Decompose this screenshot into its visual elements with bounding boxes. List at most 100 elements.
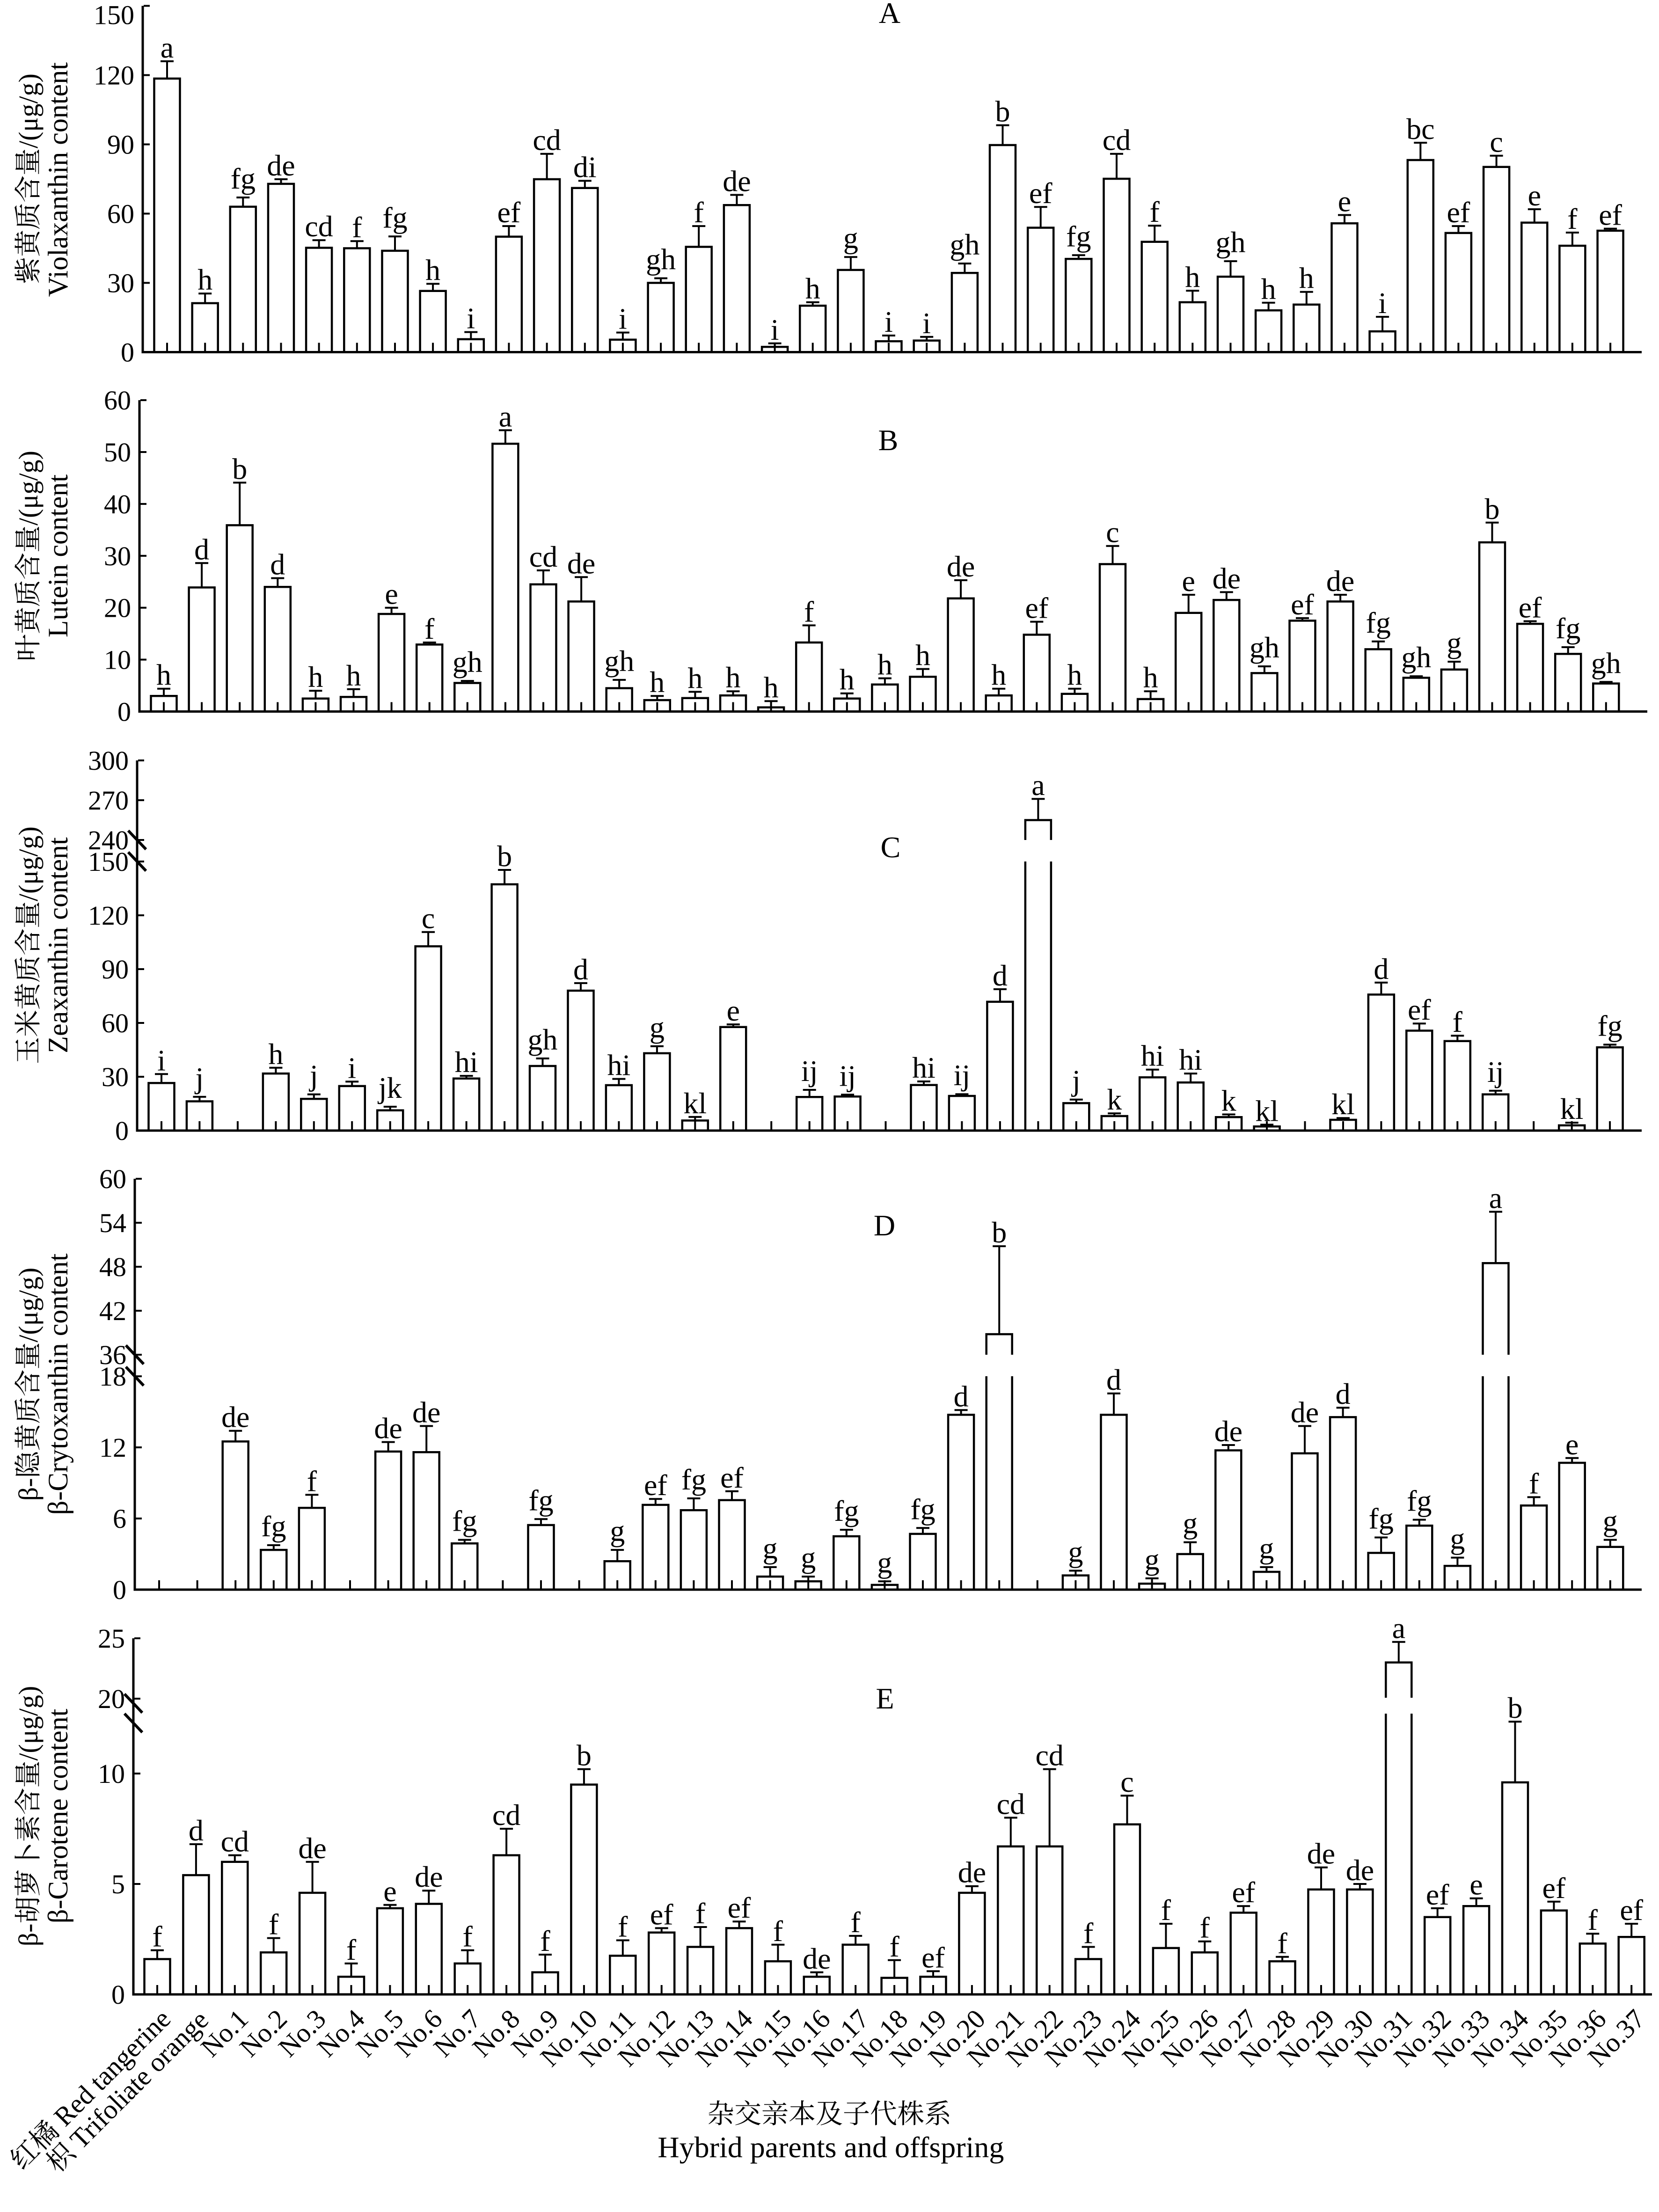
svg-text:f: f bbox=[1588, 1903, 1598, 1936]
svg-text:gh: gh bbox=[453, 645, 482, 679]
svg-text:g: g bbox=[1259, 1532, 1274, 1565]
svg-text:10: 10 bbox=[104, 645, 131, 675]
svg-text:fg: fg bbox=[452, 1504, 477, 1538]
svg-text:c: c bbox=[1490, 125, 1503, 159]
svg-text:de: de bbox=[267, 149, 295, 182]
svg-text:kl: kl bbox=[683, 1087, 707, 1120]
svg-text:e: e bbox=[1565, 1428, 1579, 1461]
svg-text:f: f bbox=[1200, 1911, 1210, 1944]
svg-text:h: h bbox=[877, 648, 892, 681]
svg-text:i: i bbox=[884, 305, 893, 338]
svg-text:0: 0 bbox=[111, 1979, 125, 2010]
svg-text:e: e bbox=[383, 1875, 396, 1908]
svg-text:60: 60 bbox=[102, 1008, 129, 1038]
svg-text:ef: ef bbox=[1291, 588, 1314, 621]
svg-text:cd: cd bbox=[305, 210, 333, 243]
svg-text:di: di bbox=[573, 150, 597, 183]
svg-text:5: 5 bbox=[111, 1869, 125, 1899]
svg-text:fg: fg bbox=[834, 1494, 859, 1527]
svg-text:gh: gh bbox=[950, 228, 979, 261]
svg-text:f: f bbox=[346, 1933, 357, 1966]
svg-text:h: h bbox=[268, 1037, 283, 1071]
svg-text:h: h bbox=[1185, 260, 1200, 293]
svg-text:de: de bbox=[723, 165, 751, 198]
svg-text:ef: ef bbox=[1232, 1876, 1255, 1909]
svg-text:d: d bbox=[1336, 1377, 1351, 1410]
svg-text:b: b bbox=[232, 452, 247, 485]
svg-text:de: de bbox=[1214, 1415, 1242, 1448]
svg-text:20: 20 bbox=[104, 593, 131, 623]
svg-text:fg: fg bbox=[382, 201, 407, 234]
svg-text:cd: cd bbox=[533, 124, 561, 157]
svg-text:18: 18 bbox=[99, 1361, 126, 1392]
svg-text:hi: hi bbox=[455, 1045, 478, 1079]
svg-text:de: de bbox=[958, 1856, 986, 1889]
svg-text:f: f bbox=[889, 1930, 899, 1963]
svg-text:de: de bbox=[947, 550, 975, 583]
svg-text:i: i bbox=[771, 313, 779, 346]
svg-text:de: de bbox=[1213, 562, 1241, 595]
svg-text:f: f bbox=[1150, 195, 1160, 228]
svg-text:f: f bbox=[269, 1908, 279, 1941]
svg-text:f: f bbox=[463, 1920, 473, 1953]
svg-text:hi: hi bbox=[1179, 1043, 1202, 1076]
svg-text:cd: cd bbox=[529, 540, 557, 573]
svg-text:h: h bbox=[308, 660, 323, 694]
svg-text:gh: gh bbox=[646, 243, 676, 276]
svg-text:fg: fg bbox=[1556, 612, 1580, 645]
svg-text:f: f bbox=[804, 595, 814, 628]
svg-text:f: f bbox=[540, 1924, 550, 1957]
svg-text:120: 120 bbox=[88, 900, 129, 931]
svg-text:β-Crytoxanthin content: β-Crytoxanthin content bbox=[43, 1253, 73, 1515]
svg-text:ef: ef bbox=[1620, 1893, 1643, 1927]
svg-text:i: i bbox=[157, 1044, 166, 1077]
svg-text:de: de bbox=[374, 1412, 402, 1445]
svg-text:g: g bbox=[610, 1514, 625, 1548]
svg-text:de: de bbox=[1346, 1854, 1374, 1887]
svg-text:/(μg/g): /(μg/g) bbox=[13, 1268, 44, 1343]
svg-text:f: f bbox=[851, 1905, 861, 1939]
svg-text:b: b bbox=[992, 1216, 1007, 1249]
svg-text:i: i bbox=[348, 1051, 356, 1084]
svg-text:42: 42 bbox=[99, 1296, 126, 1326]
svg-text:f: f bbox=[1083, 1917, 1094, 1950]
svg-text:de: de bbox=[1326, 564, 1354, 598]
svg-text:fg: fg bbox=[910, 1492, 935, 1526]
svg-text:fg: fg bbox=[1597, 1009, 1622, 1042]
svg-text:β-: β- bbox=[13, 1924, 44, 1947]
svg-text:b: b bbox=[1508, 1691, 1523, 1724]
svg-text:k: k bbox=[1221, 1084, 1236, 1117]
svg-text:ef: ef bbox=[1519, 591, 1542, 624]
svg-text:e: e bbox=[1528, 179, 1541, 212]
svg-text:60: 60 bbox=[107, 199, 134, 229]
svg-text:hi: hi bbox=[607, 1049, 631, 1082]
svg-text:A: A bbox=[879, 0, 900, 29]
svg-text:e: e bbox=[1182, 564, 1195, 598]
svg-text:30: 30 bbox=[107, 268, 134, 299]
svg-text:f: f bbox=[152, 1920, 162, 1953]
svg-text:f: f bbox=[773, 1914, 783, 1948]
svg-text:de: de bbox=[221, 1401, 249, 1434]
svg-text:Zeaxanthin content: Zeaxanthin content bbox=[43, 837, 73, 1053]
svg-text:ef: ef bbox=[1447, 196, 1470, 229]
svg-text:B: B bbox=[878, 423, 899, 457]
svg-text:gh: gh bbox=[1216, 226, 1246, 259]
svg-text:g: g bbox=[1145, 1543, 1160, 1576]
svg-text:60: 60 bbox=[104, 385, 131, 416]
svg-text:ef: ef bbox=[644, 1468, 667, 1502]
svg-text:i: i bbox=[922, 307, 931, 340]
svg-text:50: 50 bbox=[104, 437, 131, 467]
svg-text:ef: ef bbox=[1599, 198, 1622, 232]
svg-text:k: k bbox=[1107, 1083, 1122, 1116]
svg-text:f: f bbox=[424, 612, 435, 645]
svg-text:0: 0 bbox=[117, 697, 131, 727]
svg-text:/(μg/g): /(μg/g) bbox=[13, 1686, 44, 1761]
svg-text:ef: ef bbox=[921, 1941, 945, 1974]
svg-text:gh: gh bbox=[1250, 631, 1279, 664]
svg-text:de: de bbox=[1307, 1837, 1335, 1870]
svg-text:e: e bbox=[727, 994, 740, 1027]
svg-text:90: 90 bbox=[102, 954, 129, 985]
svg-text:E: E bbox=[876, 1682, 894, 1715]
svg-text:bc: bc bbox=[1406, 112, 1434, 146]
svg-text:g: g bbox=[1447, 626, 1462, 659]
